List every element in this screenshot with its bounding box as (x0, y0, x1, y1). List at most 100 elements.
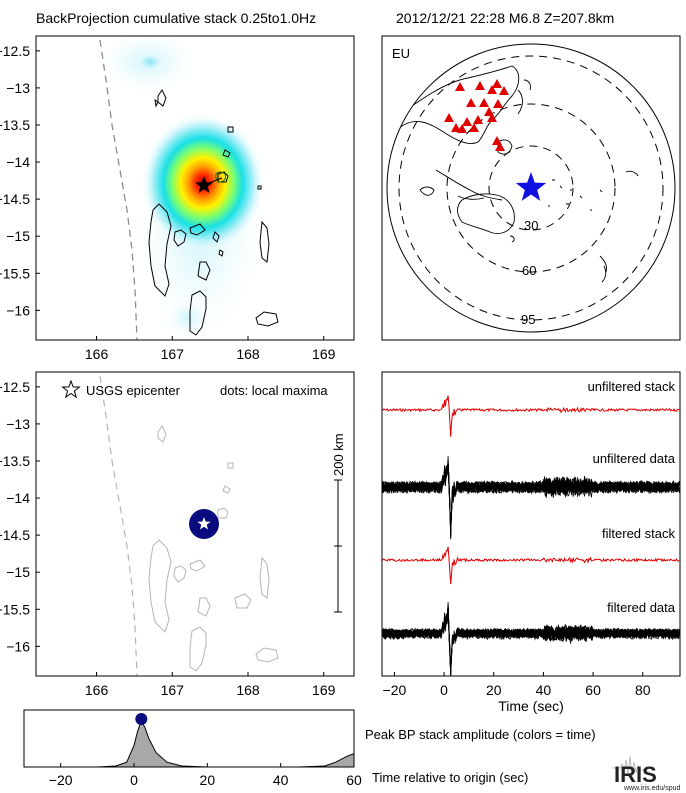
station-marker (492, 79, 502, 88)
filtered-data-trace (382, 605, 680, 671)
station-marker (493, 99, 503, 108)
waveform-x-tick-label: 80 (635, 682, 651, 698)
station-marker (487, 85, 497, 94)
bp-y-tick-label: −14.5 (0, 191, 30, 207)
filtered-data-trace (382, 610, 680, 676)
bp-x-tick-label: 167 (161, 346, 185, 362)
unfiltered-data-trace (382, 456, 680, 531)
globe-ring-95 (398, 55, 664, 321)
filtered-data-trace (382, 607, 680, 671)
peak-frame (23, 709, 355, 768)
peak-x-tick-label: 40 (273, 772, 289, 788)
peak-x-tick-label: 0 (130, 772, 138, 788)
bp-coastlines (148, 89, 279, 336)
time-axis-label: Time relative to origin (sec) (372, 770, 529, 785)
waveform-frame (381, 371, 681, 677)
filtered-data-trace (382, 609, 680, 676)
station-marker (473, 115, 483, 124)
em-coastlines (148, 425, 279, 672)
label-unfiltered-stack: unfiltered stack (588, 379, 676, 394)
globe-ring-label-30: 30 (524, 218, 538, 233)
unfiltered-data-trace (382, 460, 680, 525)
station-marker (487, 113, 497, 122)
station-marker (479, 98, 489, 107)
globe-coastlines (394, 65, 639, 283)
globe-ring-30 (488, 145, 574, 231)
station-marker (462, 117, 472, 126)
station-marker (455, 82, 465, 91)
unfiltered-data-trace (382, 463, 680, 530)
peak-amplitude-marker (135, 713, 148, 725)
unfiltered-data-trace (382, 463, 680, 527)
em-scale-bar (334, 479, 342, 613)
bp-y-tick-label: −16 (6, 302, 30, 318)
em-x-ticks: 166 167 168 169 (85, 672, 336, 698)
waveform-x-tick-label: 0 (440, 682, 448, 698)
iris-logo-text: IRIS (614, 762, 657, 787)
unfiltered-stack-trace (382, 395, 680, 437)
bp-y-tick-label: −13.5 (0, 117, 30, 133)
bp-y-tick-label: −15.5 (0, 265, 30, 281)
peak-x-tick-label: 60 (346, 772, 362, 788)
iris-logo-url: www.iris.edu/spud (623, 785, 681, 792)
em-y-tick-label: −13.5 (0, 453, 30, 469)
bp-y-ticks: −12.5 −13 −13.5 −14 −14.5 −15 −15.5 −16 (0, 43, 40, 318)
peak-amplitude-label: Peak BP stack amplitude (colors = time) (365, 727, 596, 742)
globe-outline (386, 43, 676, 333)
bp-y-tick-label: −15 (6, 228, 30, 244)
unfiltered-data-trace (382, 463, 680, 530)
peak-panel: −20 0 20 40 60 (23, 709, 362, 788)
bp-x-tick-label: 166 (85, 346, 109, 362)
bp-heatmap (93, 36, 279, 340)
em-legend-star-icon (61, 379, 81, 399)
station-marker (466, 98, 476, 107)
iris-logo-waveform-icon (612, 755, 648, 777)
iris-logo: IRIS www.iris.edu/spud (612, 755, 681, 792)
em-y-tick-label: −12.5 (0, 379, 30, 395)
filtered-data-trace (382, 605, 680, 673)
globe-epicenter-star (515, 172, 547, 201)
bp-epicenter-star (195, 176, 213, 193)
globe-ring-60 (446, 103, 616, 273)
epicenter-map-panel: USGS epicenter dots: local maxima 200 km… (0, 371, 355, 698)
em-x-tick-label: 167 (161, 682, 185, 698)
em-map-frame (35, 371, 355, 677)
waveform-x-ticks: −20 0 20 40 60 80 (383, 672, 651, 698)
station-marker (492, 136, 502, 145)
waveform-x-tick-label: 40 (536, 682, 552, 698)
em-y-tick-label: −14 (6, 490, 30, 506)
em-y-tick-label: −14.5 (0, 527, 30, 543)
station-marker (499, 86, 509, 95)
em-legend-dots: dots: local maxima (220, 383, 328, 398)
station-marker (484, 107, 494, 116)
label-unfiltered-data: unfiltered data (593, 451, 676, 466)
waveform-x-tick-label: −20 (383, 682, 407, 698)
globe-map (394, 55, 664, 321)
bp-y-tick-label: −14 (6, 154, 30, 170)
waveform-panel: unfiltered stack unfiltered data filtere… (381, 371, 681, 714)
station-marker (495, 142, 505, 151)
em-y-ticks: −12.5 −13 −13.5 −14 −14.5 −15 −15.5 −16 (0, 379, 40, 654)
filtered-data-trace (382, 613, 680, 676)
waveform-x-tick-label: 20 (486, 682, 502, 698)
station-marker (475, 81, 485, 90)
globe-label: EU (392, 46, 410, 61)
event-info: 2012/12/21 22:28 M6.8 Z=207.8km (396, 10, 615, 26)
em-y-tick-label: −16 (6, 638, 30, 654)
em-x-tick-label: 168 (236, 682, 260, 698)
bp-x-ticks: 166 167 168 169 (85, 336, 336, 362)
filtered-data-trace (382, 605, 680, 673)
bp-trench-line (99, 39, 138, 340)
bp-map-frame (35, 35, 355, 341)
waveform-x-label: Time (sec) (498, 698, 564, 714)
waveform-x-tick-label: 60 (585, 682, 601, 698)
peak-x-tick-label: 20 (200, 772, 216, 788)
label-filtered-data: filtered data (607, 600, 676, 615)
unfiltered-data-trace (382, 463, 680, 528)
globe-ring-label-60: 60 (522, 263, 536, 278)
em-y-tick-label: −15.5 (0, 601, 30, 617)
filtered-data-trace (382, 611, 680, 669)
peak-x-ticks: −20 0 20 40 60 (49, 763, 362, 788)
em-epicenter-star (197, 517, 211, 530)
